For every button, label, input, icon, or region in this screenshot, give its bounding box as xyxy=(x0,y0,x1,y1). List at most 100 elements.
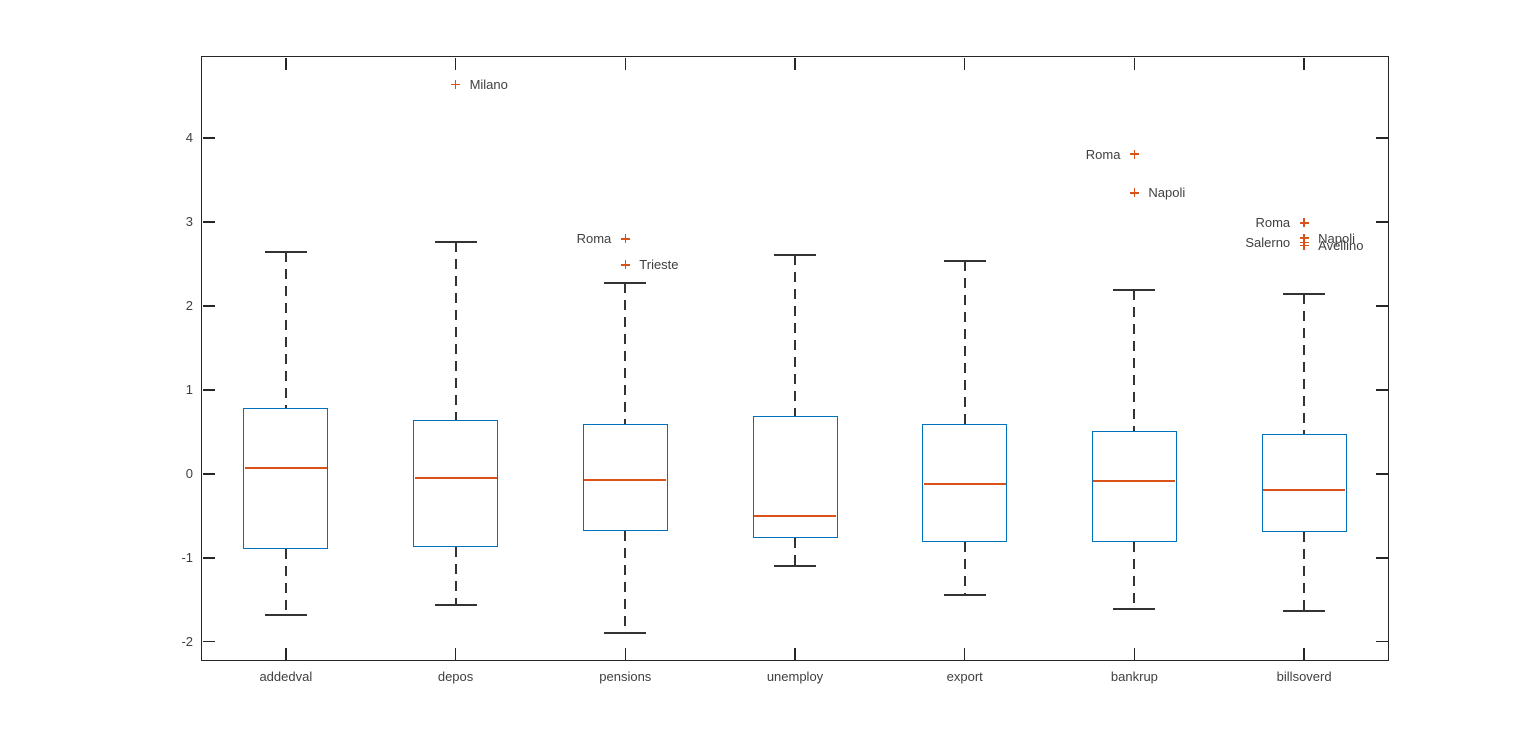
y-tick-label: 1 xyxy=(185,381,193,397)
y-tick-label: 3 xyxy=(185,214,193,230)
x-tick-top xyxy=(1303,57,1305,70)
x-tick-bottom xyxy=(454,647,457,660)
y-tick-right xyxy=(1375,473,1388,475)
median-line xyxy=(414,477,497,480)
outlier-marker xyxy=(1129,188,1139,198)
x-tick-top xyxy=(624,57,627,70)
x-tick-label: unemploy xyxy=(766,669,824,684)
lower-whisker-cap xyxy=(604,632,647,635)
lower-whisker xyxy=(624,530,627,634)
y-tick-right xyxy=(1375,389,1388,391)
y-tick-left xyxy=(202,305,215,307)
x-tick-label: pensions xyxy=(599,669,652,684)
median-line xyxy=(244,467,327,469)
x-tick-label: bankrup xyxy=(1110,669,1158,684)
plus-icon-v xyxy=(624,260,627,270)
upper-whisker xyxy=(794,254,796,416)
plus-icon-v xyxy=(624,234,627,244)
outlier-label: Milano xyxy=(469,77,508,93)
outlier-marker xyxy=(1299,218,1309,228)
lower-whisker xyxy=(794,537,796,567)
box xyxy=(582,423,668,531)
lower-whisker xyxy=(454,546,457,605)
lower-whisker xyxy=(284,549,287,615)
x-tick-top xyxy=(1133,57,1136,70)
x-tick-label: addedval xyxy=(259,669,313,684)
upper-whisker xyxy=(1303,294,1306,434)
y-tick-left xyxy=(202,389,215,391)
lower-whisker-cap xyxy=(434,603,477,606)
y-tick-right xyxy=(1375,557,1388,559)
y-tick-label: -2 xyxy=(181,633,193,649)
plus-icon-v xyxy=(454,80,457,90)
outlier-marker xyxy=(1299,241,1309,251)
outlier-marker xyxy=(620,260,630,270)
upper-whisker-cap xyxy=(264,251,307,254)
upper-whisker xyxy=(963,260,966,424)
outlier-label: Trieste xyxy=(639,257,679,273)
outlier-marker xyxy=(451,80,461,90)
lower-whisker-cap xyxy=(774,565,816,568)
y-tick-right xyxy=(1375,640,1388,643)
median-line xyxy=(1263,488,1346,491)
lower-whisker-cap xyxy=(943,593,986,596)
outlier-label: Avellino xyxy=(1318,238,1364,254)
upper-whisker xyxy=(1133,290,1136,432)
plus-icon-v xyxy=(1303,218,1305,228)
median-line xyxy=(754,514,836,517)
x-tick-bottom xyxy=(1303,647,1305,660)
y-tick-right xyxy=(1375,221,1388,223)
outlier-label: Roma xyxy=(576,231,612,247)
upper-whisker-cap xyxy=(1283,293,1326,296)
plus-icon-v xyxy=(1303,241,1305,251)
y-tick-left xyxy=(202,137,215,139)
y-tick-label: 0 xyxy=(185,465,193,481)
lower-whisker-cap xyxy=(1113,607,1156,610)
upper-whisker-cap xyxy=(1113,289,1156,292)
median-line xyxy=(584,478,667,481)
y-tick-left xyxy=(202,640,215,643)
x-tick-top xyxy=(454,57,457,70)
upper-whisker xyxy=(624,283,627,424)
outlier-label: Salerno xyxy=(1245,234,1291,250)
upper-whisker-cap xyxy=(434,241,477,244)
upper-whisker-cap xyxy=(604,282,647,285)
y-tick-left xyxy=(202,221,215,223)
y-tick-label: 4 xyxy=(185,130,193,146)
upper-whisker-cap xyxy=(943,259,986,262)
x-tick-top xyxy=(963,57,966,70)
box xyxy=(243,407,329,550)
lower-whisker-cap xyxy=(264,613,307,616)
x-tick-top xyxy=(794,57,796,70)
box xyxy=(413,420,499,547)
median-line xyxy=(923,482,1006,485)
plus-icon-v xyxy=(1133,149,1136,159)
lower-whisker xyxy=(1133,541,1136,609)
y-tick-left xyxy=(202,557,215,559)
plus-icon-v xyxy=(1133,188,1136,198)
y-tick-left xyxy=(202,473,215,475)
outlier-marker xyxy=(620,234,630,244)
lower-whisker xyxy=(1303,531,1306,612)
lower-whisker-cap xyxy=(1283,610,1326,613)
x-tick-bottom xyxy=(1133,647,1136,660)
x-tick-bottom xyxy=(794,647,796,660)
upper-whisker-cap xyxy=(774,253,816,256)
lower-whisker xyxy=(963,541,966,595)
upper-whisker xyxy=(284,252,287,408)
y-tick-right xyxy=(1375,137,1388,139)
outlier-label: Roma xyxy=(1255,215,1291,231)
box xyxy=(1261,433,1347,532)
x-tick-top xyxy=(285,57,287,70)
outlier-label: Roma xyxy=(1085,146,1121,162)
median-line xyxy=(1093,479,1176,482)
x-tick-bottom xyxy=(285,647,287,660)
x-tick-label: depos xyxy=(437,669,474,684)
x-tick-bottom xyxy=(963,647,966,660)
upper-whisker xyxy=(454,242,457,421)
outlier-label: Napoli xyxy=(1318,230,1355,246)
box xyxy=(922,423,1008,542)
x-tick-label: export xyxy=(946,669,983,684)
box xyxy=(1091,431,1177,542)
